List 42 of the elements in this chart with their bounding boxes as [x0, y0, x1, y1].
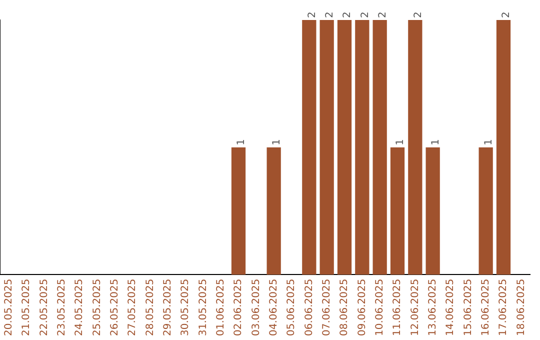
data-label: 2: [501, 12, 512, 18]
x-tick-label: 24.05.2025: [74, 278, 86, 336]
data-label: 1: [236, 138, 248, 146]
data-label: 1: [483, 138, 494, 146]
x-tick-label: 20.05.2025: [3, 278, 14, 336]
x-tick-label: 05.06.2025: [286, 278, 298, 336]
x-tick-label: 12.06.2025: [410, 278, 421, 336]
x-tick-label: 25.05.2025: [92, 278, 103, 336]
data-label: 1: [395, 138, 406, 146]
x-tick-label: 11.06.2025: [392, 278, 404, 336]
data-label: 1: [271, 138, 282, 146]
x-tick-label: 29.05.2025: [162, 278, 174, 336]
x-tick-label: 04.06.2025: [268, 278, 280, 336]
data-label: 2: [360, 12, 371, 18]
x-tick-label: 30.05.2025: [180, 278, 192, 336]
x-tick-label: 22.05.2025: [38, 278, 50, 336]
x-tick-label: 14.06.2025: [445, 278, 456, 336]
x-tick-label: 06.06.2025: [304, 278, 315, 336]
x-tick-label: 15.06.2025: [462, 278, 474, 336]
x-tick-label: 27.05.2025: [127, 278, 138, 336]
data-label: 2: [324, 12, 336, 18]
data-label: 2: [412, 12, 424, 18]
x-tick-label: 17.06.2025: [498, 278, 510, 336]
data-label: 2: [377, 12, 388, 18]
x-tick-label: 18.06.2025: [516, 278, 527, 336]
x-tick-label: 09.06.2025: [356, 278, 368, 336]
x-tick-label: 16.06.2025: [480, 278, 492, 336]
x-tick-label: 10.06.2025: [374, 278, 386, 336]
x-tick-label: 13.06.2025: [427, 278, 438, 336]
x-tick-label: 23.05.2025: [56, 278, 68, 336]
data-label: 2: [306, 12, 318, 18]
x-tick-label: 02.06.2025: [233, 278, 244, 336]
x-tick-label: 07.06.2025: [321, 278, 332, 336]
data-label: 1: [430, 138, 442, 146]
x-tick-label: 28.05.2025: [144, 278, 156, 336]
x-tick-label: 21.05.2025: [21, 278, 32, 336]
x-tick-label: 01.06.2025: [215, 278, 226, 336]
data-label: 2: [342, 12, 354, 18]
x-tick-label: 31.05.2025: [198, 278, 209, 336]
x-tick-label: 03.06.2025: [250, 278, 262, 336]
x-tick-label: 26.05.2025: [109, 278, 120, 336]
x-tick-label: 08.06.2025: [339, 278, 350, 336]
